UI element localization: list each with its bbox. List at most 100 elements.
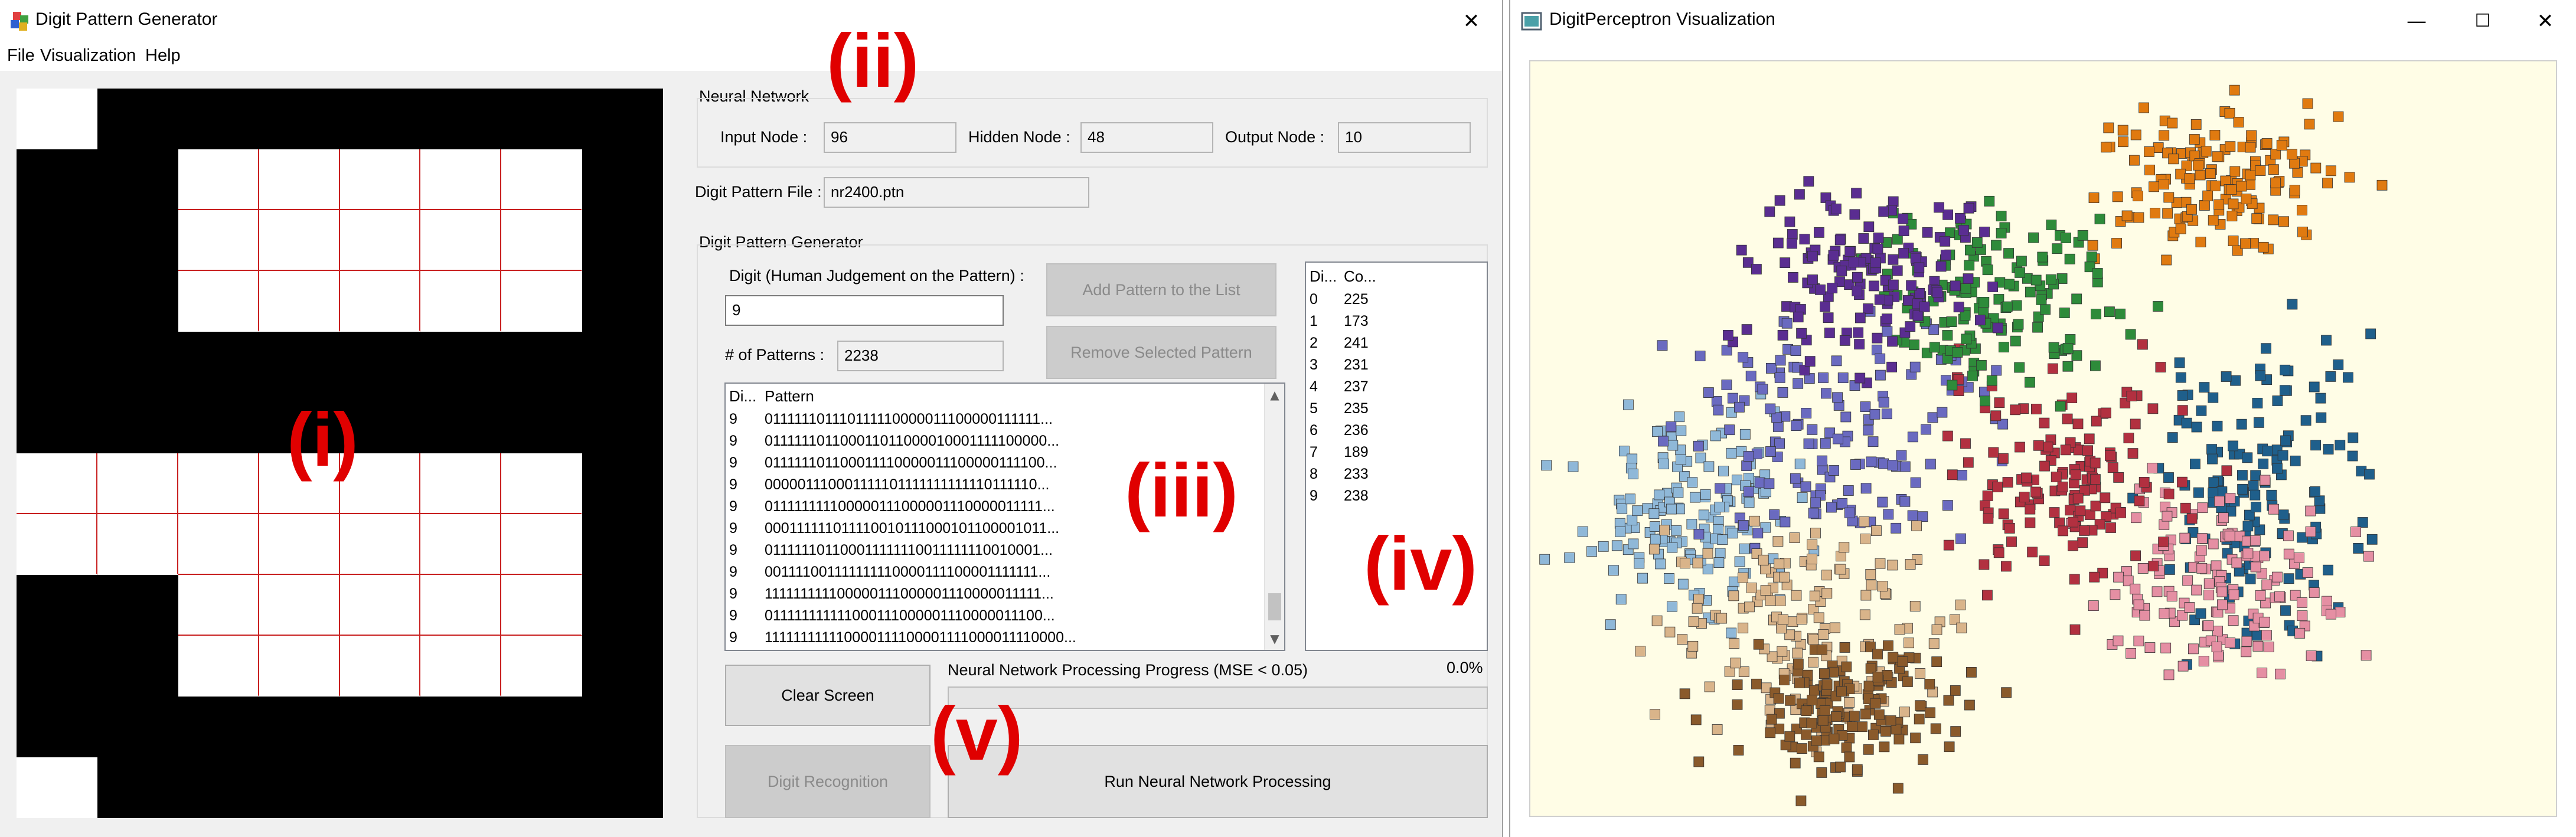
grid-cell-on[interactable] [178, 514, 259, 575]
count-row[interactable]: 7 189 [1306, 444, 1483, 465]
grid-cell-on[interactable] [339, 149, 421, 210]
pattern-row[interactable]: 9 011111111111000111000001110000011100... [726, 607, 1263, 629]
pattern-list[interactable]: Di... Pattern 9 0111111011101111100000111… [724, 382, 1285, 651]
count-list-header-digit[interactable]: Di... [1310, 267, 1337, 285]
grid-cell-on[interactable] [178, 453, 259, 514]
digit-marker-5 [1787, 616, 1798, 627]
grid-cell-on[interactable] [97, 453, 178, 514]
menu-help[interactable]: Help [145, 46, 181, 65]
grid-cell-on[interactable] [339, 453, 421, 514]
grid-cell-on[interactable] [339, 636, 421, 697]
grid-cell-on[interactable] [501, 453, 583, 514]
left-close-button[interactable]: ✕ [1462, 9, 1480, 33]
grid-cell-on[interactable] [420, 149, 502, 210]
grid-cell-on[interactable] [259, 210, 340, 271]
pattern-drawing-grid[interactable] [17, 89, 663, 818]
grid-cell-on[interactable] [259, 514, 340, 575]
pattern-row-digit: 9 [729, 476, 737, 493]
grid-cell-on[interactable] [501, 636, 583, 697]
menu-visualization[interactable]: Visualization [40, 46, 136, 65]
digit-recognition-button[interactable]: Digit Recognition [725, 745, 931, 818]
perceptron-scatter-plot[interactable] [1529, 60, 2557, 817]
grid-cell-on[interactable] [17, 514, 97, 575]
pattern-row[interactable]: 9 011111111100000111000001110000011111... [726, 498, 1263, 519]
pattern-row[interactable]: 9 000001110001111101111111111110111110... [726, 476, 1263, 498]
grid-cell-on[interactable] [339, 210, 421, 271]
grid-cell-on[interactable] [420, 636, 502, 697]
grid-cell-on[interactable] [501, 514, 583, 575]
pattern-row[interactable]: 9 111111111110000111100001111000011110000… [726, 629, 1263, 650]
remove-pattern-button[interactable]: Remove Selected Pattern [1046, 326, 1276, 379]
right-close-button[interactable]: ✕ [2536, 9, 2554, 33]
pattern-row[interactable]: 9 011111101100011011000010001111100000... [726, 433, 1263, 454]
scroll-thumb[interactable] [1268, 593, 1281, 620]
pattern-row[interactable]: 9 111111111100000111000001110000011111... [726, 586, 1263, 607]
grid-cell-on[interactable] [259, 453, 340, 514]
grid-cell-on[interactable] [420, 453, 502, 514]
menu-file[interactable]: File [7, 46, 35, 65]
pattern-row[interactable]: 9 001111001111111110000111100001111111... [726, 564, 1263, 585]
count-row[interactable]: 0 225 [1306, 291, 1483, 312]
grid-cell-on[interactable] [259, 636, 340, 697]
minimize-button[interactable]: — [2407, 9, 2427, 33]
pattern-row[interactable]: 9 011111101100011110000011100000111100... [726, 455, 1263, 476]
grid-cell-on[interactable] [420, 514, 502, 575]
grid-cell-on[interactable] [178, 149, 259, 210]
count-row[interactable]: 6 236 [1306, 422, 1483, 443]
grid-cell-on[interactable] [259, 271, 340, 332]
grid-cell-on[interactable] [17, 89, 97, 149]
digit-marker-0 [1598, 541, 1609, 552]
pattern-row[interactable]: 9 000111111011110010111000101100001011... [726, 520, 1263, 541]
maximize-button[interactable]: ☐ [2474, 11, 2491, 31]
grid-cell-on[interactable] [420, 575, 502, 636]
digit-judgement-input[interactable]: 9 [725, 295, 1004, 326]
count-list-header-count[interactable]: Co... [1344, 267, 1376, 285]
grid-cell-on[interactable] [17, 757, 97, 818]
count-row[interactable]: 5 235 [1306, 400, 1483, 421]
count-row[interactable]: 8 233 [1306, 466, 1483, 487]
digit-marker-1 [2348, 432, 2359, 443]
count-row[interactable]: 1 173 [1306, 313, 1483, 334]
scroll-up-icon[interactable]: ▲ [1270, 388, 1279, 402]
grid-cell-on[interactable] [178, 271, 259, 332]
digit-marker-8 [2015, 267, 2025, 278]
grid-cell-on[interactable] [178, 210, 259, 271]
digit-marker-4 [2006, 536, 2017, 547]
digit-marker-6 [1914, 714, 1925, 725]
digit-marker-3 [1757, 384, 1768, 395]
grid-cell-on[interactable] [339, 575, 421, 636]
pattern-row[interactable]: 9 011111101110111110000011100000111111... [726, 411, 1263, 432]
grid-cell-on[interactable] [420, 210, 502, 271]
grid-cell-on[interactable] [501, 575, 583, 636]
count-row[interactable]: 3 231 [1306, 357, 1483, 378]
grid-cell-on[interactable] [420, 271, 502, 332]
grid-cell-on[interactable] [501, 210, 583, 271]
pattern-row[interactable]: 9 011111101100011111110011111110010001... [726, 542, 1263, 563]
digit-marker-5 [1716, 613, 1728, 624]
digit-marker-3 [1724, 424, 1735, 436]
digit-count-list[interactable]: Di... Co... 0 225 1 173 2 241 3 231 4 237 5 235 6 236… [1305, 261, 1488, 651]
grid-cell-on[interactable] [178, 636, 259, 697]
grid-cell-on[interactable] [17, 453, 97, 514]
clear-screen-button[interactable]: Clear Screen [725, 665, 931, 726]
grid-cell-on[interactable] [339, 514, 421, 575]
count-row[interactable]: 9 238 [1306, 488, 1483, 509]
grid-cell-on[interactable] [501, 149, 583, 210]
count-row[interactable]: 2 241 [1306, 335, 1483, 356]
grid-cell-on[interactable] [339, 271, 421, 332]
scroll-down-icon[interactable]: ▼ [1270, 632, 1279, 646]
grid-cell-on[interactable] [178, 575, 259, 636]
digit-marker-8 [1961, 334, 1972, 345]
pattern-list-scrollbar[interactable]: ▲ ▼ [1264, 384, 1284, 650]
grid-cell-on[interactable] [259, 149, 340, 210]
run-neural-network-button[interactable]: Run Neural Network Processing [948, 745, 1488, 818]
grid-cell-on[interactable] [501, 271, 583, 332]
pattern-list-header-pattern[interactable]: Pattern [765, 387, 814, 405]
grid-cell-on[interactable] [97, 514, 178, 575]
pattern-count-label: # of Patterns : [725, 346, 825, 364]
grid-cell-on[interactable] [259, 575, 340, 636]
pattern-list-header-digit[interactable]: Di... [729, 387, 757, 405]
digit-marker-9 [1919, 301, 1930, 312]
add-pattern-button[interactable]: Add Pattern to the List [1046, 263, 1276, 316]
count-row[interactable]: 4 237 [1306, 378, 1483, 400]
